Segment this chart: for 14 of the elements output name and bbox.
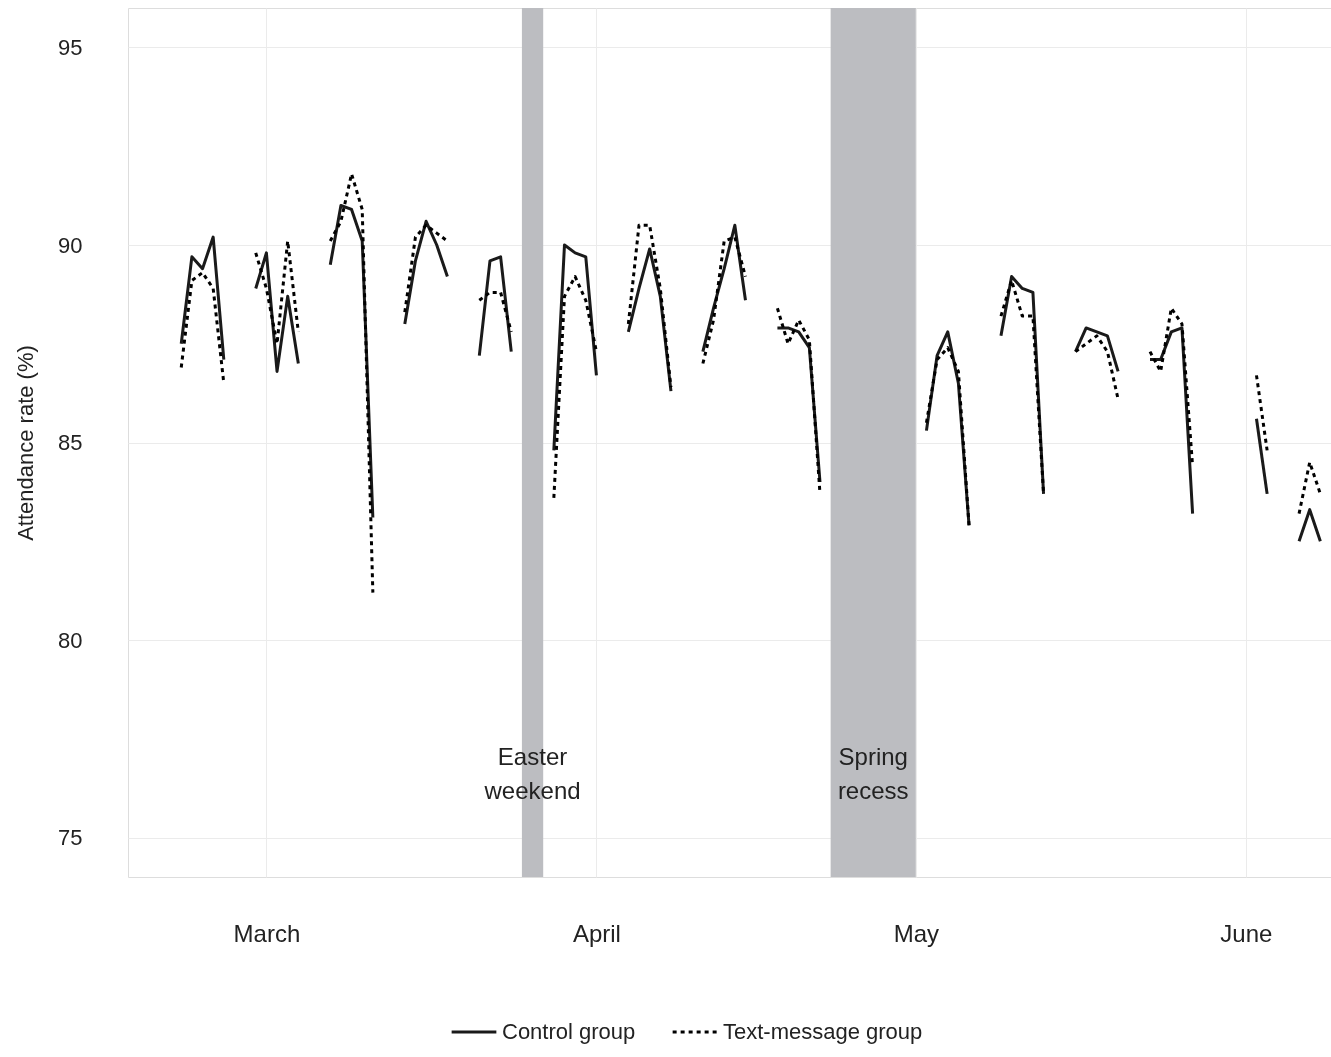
y-axis-title: Attendance rate (%) xyxy=(13,345,39,541)
x-tick-label: April xyxy=(572,919,621,947)
y-tick-label: 95 xyxy=(58,35,83,60)
band-label: Easter weekend xyxy=(483,743,581,804)
x-tick-label: May xyxy=(893,919,939,947)
y-tick-label: 75 xyxy=(58,825,83,850)
x-tick-label: March xyxy=(233,919,301,947)
legend-label: Text-message group xyxy=(723,1019,923,1044)
y-tick-label: 90 xyxy=(58,232,83,258)
legend-label: Control group xyxy=(502,1019,636,1044)
y-tick-label: 80 xyxy=(58,627,83,653)
x-tick-label: June xyxy=(1220,919,1273,947)
y-tick-label: 85 xyxy=(58,430,83,455)
band-label: Spring recess xyxy=(837,743,909,804)
